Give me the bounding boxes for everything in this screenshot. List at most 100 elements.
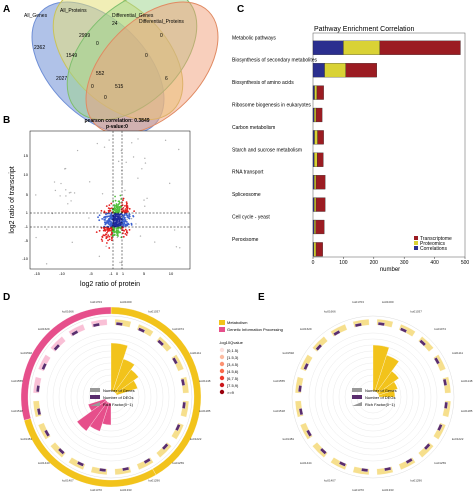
scatter-point [124, 219, 126, 222]
scatter-point [111, 217, 113, 219]
bar-segment [324, 63, 346, 78]
y-tick-label: -5 [24, 238, 28, 243]
venn-count: 2999 [79, 33, 90, 39]
x-tick-label: 1 [122, 271, 125, 276]
scatter-point [107, 225, 110, 228]
scatter-point [116, 219, 118, 222]
scatter-point [124, 232, 127, 235]
bar-segment [317, 152, 324, 167]
degs-block [423, 443, 431, 451]
scatter-point [76, 149, 79, 152]
key-swatch-genes [352, 388, 362, 392]
circos-id-label: ko01370 [90, 488, 102, 492]
degs-block [92, 322, 100, 328]
venn-count: 2362 [34, 45, 45, 51]
ring-guide [291, 315, 455, 479]
bar-segment [317, 130, 324, 145]
scatter-point [125, 201, 128, 204]
key-label: Rich Factor(0~1) [103, 402, 134, 407]
degs-block [384, 466, 392, 472]
scatter-point [93, 225, 95, 227]
scatter-point [128, 213, 131, 216]
scatter-point [114, 224, 117, 227]
scatter-point [175, 246, 178, 248]
scatter-point [146, 197, 148, 200]
scatter-point [105, 245, 107, 248]
x-tick-label: 100 [339, 260, 348, 266]
bar-segment [314, 107, 317, 123]
scatter-point [143, 199, 145, 201]
scatter-point [114, 218, 117, 221]
key-label: Number of Genes [103, 388, 135, 393]
x-tick-label: -1 [109, 271, 113, 276]
scatter-point [113, 213, 116, 216]
bar-segment [314, 152, 318, 167]
scatter-point [98, 219, 101, 222]
scatter-point [117, 210, 120, 213]
scatter-plot: -15 -10 -5 -1 0 1 5 10 -10 -5 -1 1 5 10 … [9, 130, 191, 288]
scatter-point [65, 189, 67, 191]
scatter-point [95, 231, 98, 233]
venn-diagram: All_Genes All_Proteins Differential_Gene… [24, 0, 219, 135]
key-label: Number of DEGs [365, 395, 395, 400]
scatter-point [132, 156, 135, 158]
degs-block [180, 378, 186, 386]
category-label: Peroxisome [232, 237, 259, 243]
bar-segment [315, 242, 323, 257]
scatter-point [68, 192, 71, 194]
scatter-point [54, 189, 57, 192]
x-tick-label: -15 [34, 271, 41, 276]
grid-ring [308, 332, 438, 462]
y-tick-label: 15 [24, 153, 29, 158]
venn-count: 0 [96, 41, 99, 47]
circos-id-label: ko01555 [273, 379, 285, 383]
scatter-point [133, 210, 136, 213]
scatter-point [103, 146, 106, 148]
degs-block [181, 401, 186, 409]
scatter-point [144, 157, 146, 160]
qvalue-label: [6,7.5) [227, 376, 239, 381]
legend-label: Transcriptome [420, 236, 452, 242]
x-tick-label: 200 [370, 260, 379, 266]
scatter-point [120, 149, 122, 152]
key-label: Number of DEGs [103, 395, 133, 400]
circos-id-label: ko01222 [452, 437, 464, 441]
venn-set-differential-proteins [85, 1, 219, 135]
scatter-point [106, 236, 109, 238]
legend-swatch-genetic-info [219, 327, 225, 332]
legend-swatch-correlations [414, 246, 418, 250]
circos-id-label: ko01259 [172, 461, 184, 465]
venn-count: 1549 [66, 53, 77, 59]
scatter-point [117, 208, 119, 211]
circos-id-label: ko01296 [148, 479, 160, 483]
degs-block [36, 408, 42, 416]
scatter-point [108, 235, 111, 238]
bar-legend: Transcriptome Proteomics Correlations [414, 236, 452, 252]
scatter-point [128, 217, 131, 220]
scatter-point [114, 199, 117, 202]
scatter-point [108, 217, 111, 220]
y-tick-label: -10 [22, 256, 29, 261]
scatter-point [119, 231, 122, 234]
bar-segment [314, 85, 318, 100]
venn-label-all-proteins: All_Proteins [60, 8, 87, 14]
key-label: Number of Genes [365, 388, 397, 393]
circos-id-label: ko01111 [452, 351, 463, 355]
degs-block [71, 329, 79, 337]
scatter-point [88, 181, 91, 183]
circos-id-label: ko01555 [11, 379, 23, 383]
scatter-point [107, 229, 110, 232]
scatter-x-axis-label: log2 ratio of protein [80, 281, 140, 288]
bar-segment [313, 242, 317, 257]
scatter-point [111, 227, 113, 230]
scatter-point [108, 204, 111, 207]
key-swatch-degs [90, 395, 100, 399]
scatter-point [53, 181, 56, 183]
scatter-point [115, 211, 118, 213]
qvalue-swatch [219, 361, 225, 367]
degs-block [36, 385, 41, 393]
panel-d-label: D [3, 292, 10, 303]
rich-factor-bar [115, 380, 138, 396]
degs-block [298, 408, 304, 416]
scatter-point [118, 202, 120, 205]
